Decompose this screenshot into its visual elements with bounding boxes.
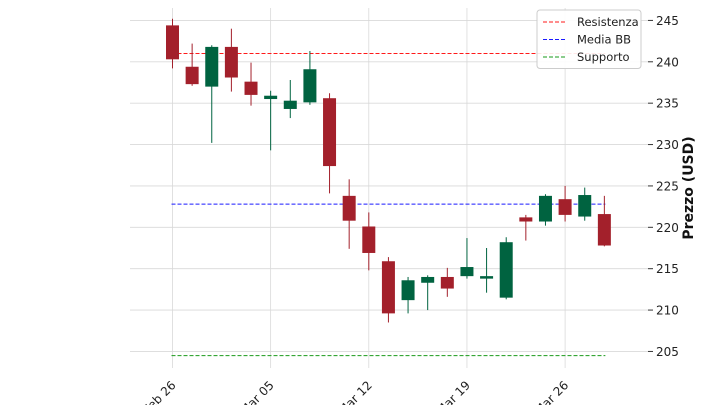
candle [421,275,435,311]
candle-body [519,217,533,222]
candle-body [381,261,395,314]
candle [185,43,199,86]
candle [224,28,238,92]
candle [597,195,611,247]
candle-body [323,98,337,167]
candle-body [362,226,376,253]
legend-box [536,9,642,69]
candle [480,248,494,293]
y-tick-label: 230 [656,138,679,152]
y-tick-label: 215 [656,262,679,276]
candle-body [578,195,592,217]
candle [166,18,179,69]
candle [244,62,258,106]
candles [166,18,611,323]
x-tick-label: Mar 12 [336,378,375,405]
candle-body [264,95,278,100]
candle-body [342,195,356,221]
x-tick-label: Feb 26 [140,378,178,405]
candle-body [538,195,552,222]
candle [578,187,592,221]
y-tick-label: 205 [656,345,679,359]
candle [342,179,356,249]
candle [303,51,317,105]
axes: 205 210 215 220 225 230 235 240 245 Feb 26 Mar 05 M… [140,14,679,405]
candle [381,257,395,323]
candle-body [440,276,454,289]
candle [440,267,454,297]
candle-body [421,276,435,283]
candle [558,185,572,222]
y-tick-label: 235 [656,97,679,111]
y-tick-label: 240 [656,55,679,69]
candle [499,237,513,300]
legend: Resistenza Media BB Supporto [536,9,642,69]
y-tick-label: 245 [656,14,679,28]
y-axis-title: Prezzo (USD) [681,136,697,239]
legend-label: Supporto [577,50,630,64]
candle-body [205,46,219,87]
candle-body [499,242,513,298]
candle [283,80,297,119]
y-tick-label: 220 [656,221,679,235]
candle [460,238,474,279]
candle [538,194,552,226]
legend-label: Resistenza [577,15,639,29]
candle-body [401,280,415,301]
candle-body [224,46,238,78]
candle [323,93,337,194]
candle-body [460,267,474,277]
y-tick-label: 210 [656,304,679,318]
x-tick-label: Mar 19 [434,378,473,405]
candle-body [185,66,199,85]
candle-body [303,69,317,103]
y-tick-label: 225 [656,179,679,193]
reference-lines [171,53,606,357]
candle-body [480,276,494,279]
candle-body [283,100,297,109]
candle [519,214,533,241]
x-tick-label: Mar 26 [532,378,571,405]
candle-body [597,214,611,246]
candle-body [244,81,258,95]
candle [264,90,278,151]
candle-body [558,199,572,215]
candle-body [166,25,179,60]
x-tick-label: Mar 05 [237,378,276,405]
legend-label: Media BB [577,33,631,47]
candle [401,276,415,314]
candle [362,212,376,271]
candle [205,45,219,143]
